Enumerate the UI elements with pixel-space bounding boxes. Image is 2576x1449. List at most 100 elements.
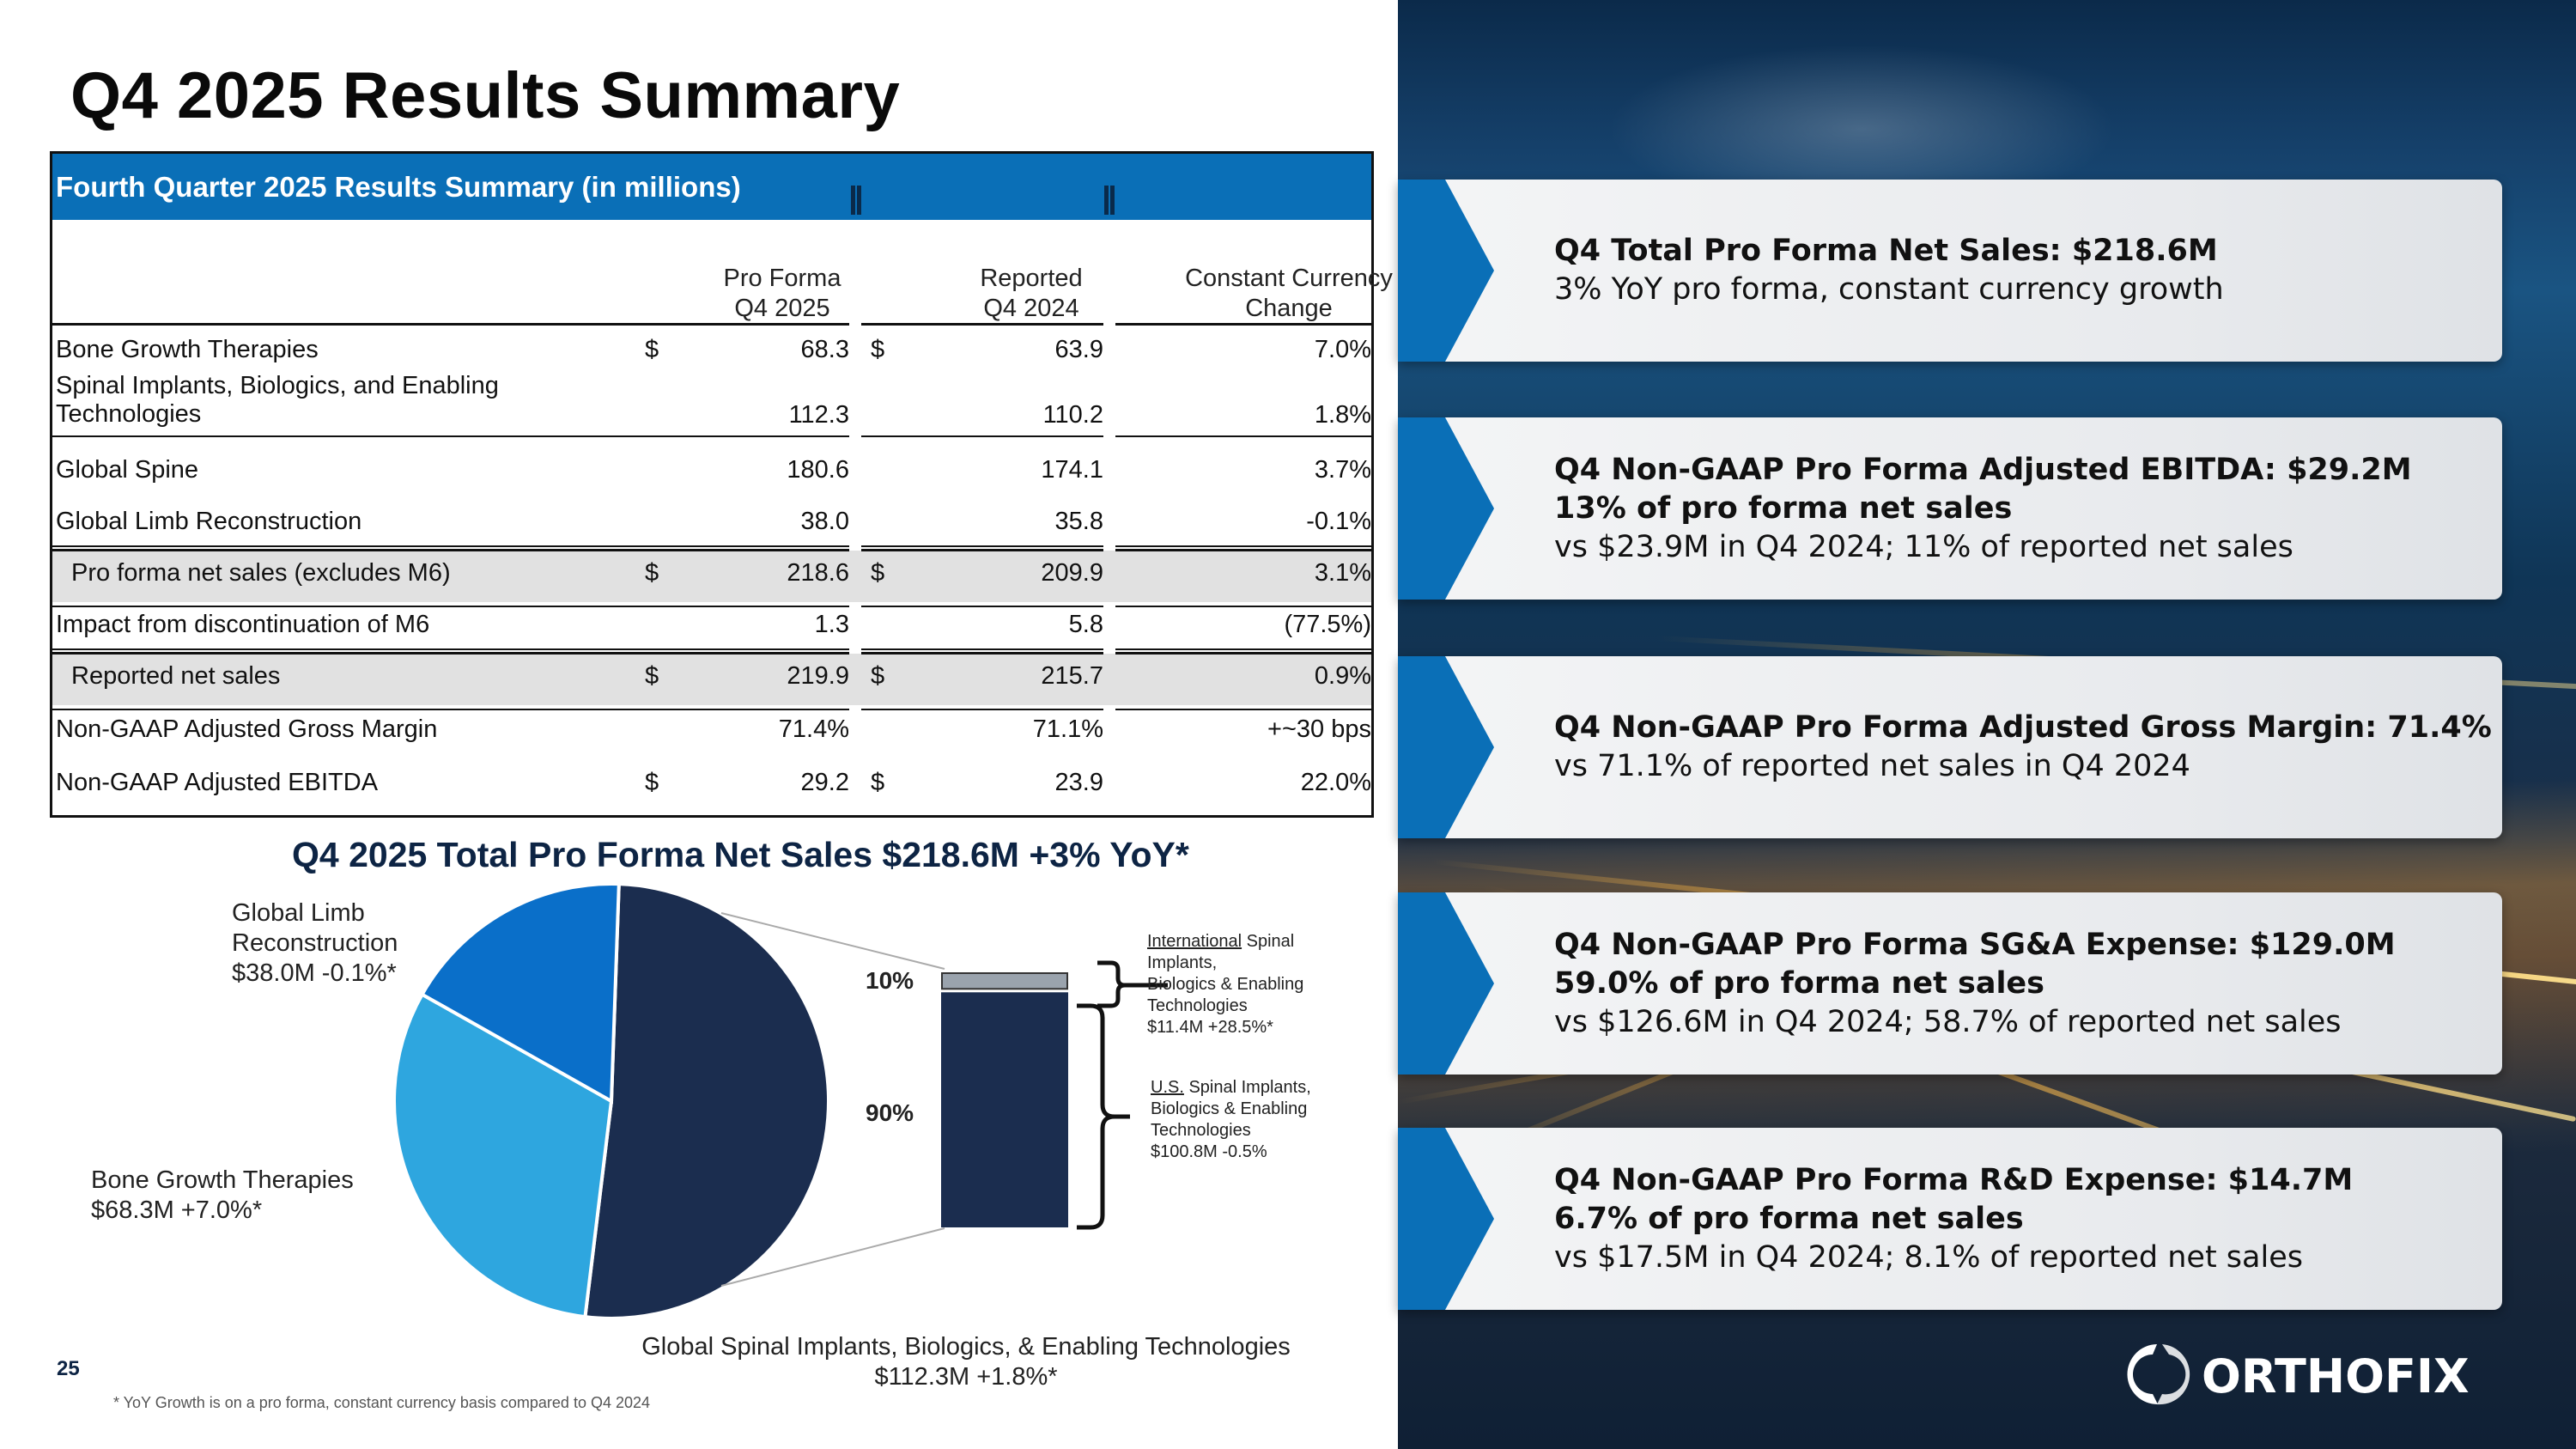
card-detail: 3% YoY pro forma, constant currency grow… — [1554, 272, 2224, 307]
pro-forma-value: 29.2 — [800, 769, 849, 796]
reported-value: 174.1 — [1041, 456, 1103, 484]
reported-value: 5.8 — [1068, 611, 1103, 638]
bone-growth-label: Bone Growth Therapies $68.3M +7.0%* — [91, 1166, 354, 1224]
card-text: Q4 Non-GAAP Pro Forma Adjusted EBITDA: $… — [1554, 417, 2412, 600]
card-text: Q4 Total Pro Forma Net Sales: $218.6M 3% … — [1554, 180, 2224, 362]
currency-symbol: $ — [645, 662, 659, 690]
pro-forma-value: 38.0 — [800, 508, 849, 535]
row-rule — [1115, 652, 1371, 654]
card-detail: vs 71.1% of reported net sales in Q4 202… — [1554, 749, 2190, 783]
pro-forma-value: 68.3 — [800, 336, 849, 363]
table-row: Global Spine 180.6 174.1 3.7% — [52, 456, 1371, 499]
card-headline: Q4 Non-GAAP Pro Forma Adjusted EBITDA: $… — [1554, 452, 2412, 487]
card-headline: Q4 Non-GAAP Pro Forma R&D Expense: $14.7… — [1554, 1162, 2354, 1197]
change-value: 3.1% — [1314, 559, 1371, 587]
row-rule — [52, 648, 849, 650]
table-row: Global Limb Reconstruction 38.0 35.8 -0.1% — [52, 508, 1371, 551]
row-highlight — [52, 551, 1371, 602]
row-label: Global Limb Reconstruction — [56, 508, 362, 535]
row-label: Pro forma net sales (excludes M6) — [71, 559, 451, 587]
row-rule — [1115, 648, 1371, 650]
chart-title: Q4 2025 Total Pro Forma Net Sales $218.6… — [292, 835, 1189, 874]
row-label: Non-GAAP Adjusted EBITDA — [56, 769, 379, 796]
card-text: Q4 Non-GAAP Pro Forma Adjusted Gross Mar… — [1554, 656, 2492, 838]
row-rule — [861, 435, 1103, 437]
change-value: 1.8% — [1314, 401, 1371, 429]
card-detail: vs $126.6M in Q4 2024; 58.7% of reported… — [1554, 1004, 2342, 1039]
row-label: Global Spine — [56, 456, 199, 484]
us-label: U.S. Spinal Implants, Biologics & Enabli… — [1151, 1078, 1311, 1161]
column-header-change: Constant Currency Change — [1185, 265, 1393, 322]
reported-value: 110.2 — [1042, 401, 1103, 429]
change-value: 7.0% — [1314, 336, 1371, 363]
currency-symbol: $ — [645, 559, 659, 587]
bar-segment-international — [941, 972, 1068, 990]
table-row: Non-GAAP Adjusted Gross Margin 71.4% 71.1%… — [52, 715, 1371, 763]
table-row: Impact from discontinuation of M6 1.3 5.8 (… — [52, 611, 1371, 654]
row-rule — [1115, 545, 1371, 547]
us-bracket — [1077, 1003, 1130, 1230]
currency-symbol: $ — [645, 336, 659, 363]
left-panel: Q4 2025 Results Summary Fourth Quarter 2… — [50, 59, 1393, 1411]
highlight-card: Q4 Non-GAAP Pro Forma R&D Expense: $14.7… — [1398, 1128, 2502, 1310]
pie-slice-bone-growth — [392, 991, 614, 1319]
row-label: Bone Growth Therapies — [56, 336, 319, 363]
row-rule — [1115, 709, 1371, 710]
row-rule — [52, 545, 849, 547]
row-label: Spinal Implants, Biologics, and Enabling… — [56, 372, 499, 428]
row-rule — [52, 652, 849, 654]
currency-symbol: $ — [871, 559, 885, 587]
divider-mark — [851, 186, 861, 215]
card-text: Q4 Non-GAAP Pro Forma R&D Expense: $14.7… — [1554, 1128, 2353, 1310]
international-bracket — [1097, 960, 1168, 1008]
card-headline: 13% of pro forma net sales — [1554, 490, 2013, 526]
logo-mark-icon — [2127, 1344, 2158, 1405]
pro-forma-value: 112.3 — [788, 401, 849, 429]
card-headline: 6.7% of pro forma net sales — [1554, 1201, 2024, 1236]
card-headline: Q4 Non-GAAP Pro Forma SG&A Expense: $129… — [1554, 927, 2396, 962]
table-row: Reported net sales $ $219.9 215.7 0.9% — [52, 662, 1371, 714]
header-rule — [1115, 323, 1371, 326]
table-row: Non-GAAP Adjusted EBITDA $ $29.2 23.9 22.0% — [52, 769, 1371, 812]
international-label: International Spinal Implants, Biologics… — [1147, 932, 1304, 1037]
header-rule — [52, 323, 849, 326]
currency-symbol: $ — [871, 336, 885, 363]
page-number: 25 — [57, 1357, 80, 1380]
row-rule — [1115, 549, 1371, 551]
row-rule — [861, 709, 1103, 710]
currency-symbol: $ — [871, 662, 885, 690]
change-value: -0.1% — [1306, 508, 1371, 535]
row-rule — [52, 435, 849, 437]
row-rule — [1115, 606, 1371, 607]
table-row: Bone Growth Therapies $ $68.3 63.9 7.0% — [52, 336, 1371, 379]
card-headline: Q4 Total Pro Forma Net Sales: $218.6M — [1554, 234, 2218, 268]
row-rule — [861, 545, 1103, 547]
footnote: * YoY Growth is on a pro forma, constant… — [113, 1394, 651, 1411]
pro-forma-value: 180.6 — [787, 456, 849, 484]
card-detail: vs $23.9M in Q4 2024; 11% of reported ne… — [1554, 529, 2293, 564]
change-value: +~30 bps — [1267, 715, 1371, 743]
row-highlight — [52, 654, 1371, 705]
row-rule — [52, 606, 849, 607]
card-text: Q4 Non-GAAP Pro Forma SG&A Expense: $129… — [1554, 892, 2396, 1075]
results-table: Fourth Quarter 2025 Results Summary (in … — [50, 151, 1393, 818]
highlight-card: Q4 Non-GAAP Pro Forma Adjusted EBITDA: $… — [1398, 417, 2502, 600]
divider-mark — [1104, 186, 1115, 215]
table-row: Pro forma net sales (excludes M6) $ $218.6… — [52, 559, 1371, 611]
reported-value: 63.9 — [1054, 336, 1103, 363]
change-value: 22.0% — [1300, 769, 1371, 796]
row-rule — [861, 606, 1103, 607]
reported-value: 35.8 — [1054, 508, 1103, 535]
connector-line — [720, 1227, 945, 1287]
pro-forma-value: 71.4% — [778, 715, 849, 743]
highlight-card: Q4 Total Pro Forma Net Sales: $218.6M 3% … — [1398, 180, 2502, 362]
international-percent: 10% — [866, 967, 914, 994]
highlight-card: Q4 Non-GAAP Pro Forma Adjusted Gross Mar… — [1398, 656, 2502, 838]
pro-forma-value: 218.6 — [787, 559, 849, 587]
sales-pie-chart — [392, 882, 1168, 1320]
row-rule — [1115, 435, 1371, 437]
limb-label: Global Limb Reconstruction $38.0M -0.1%* — [232, 899, 398, 987]
reported-value: 71.1% — [1032, 715, 1103, 743]
orthofix-logo: ORTHOFIX — [2127, 1344, 2470, 1405]
row-rule — [861, 549, 1103, 551]
